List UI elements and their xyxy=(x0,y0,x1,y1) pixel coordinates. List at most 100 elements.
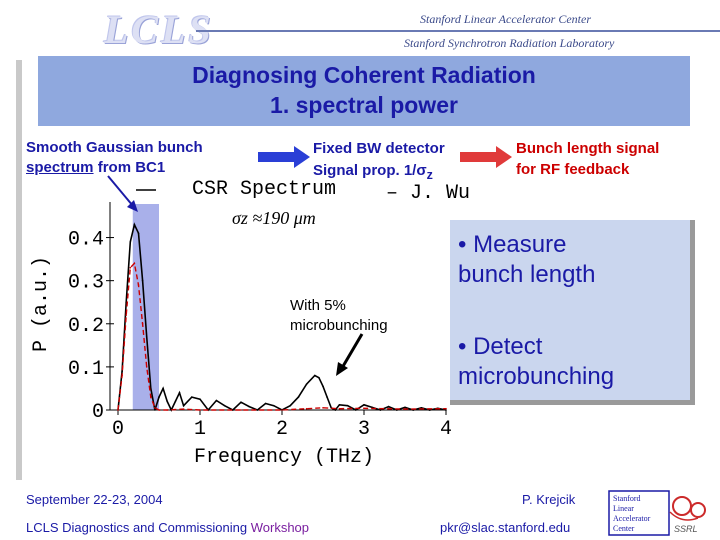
series-0-point-29 xyxy=(289,404,292,407)
x-tick-label-2: 2 xyxy=(276,418,288,441)
callout-line2: bunch length xyxy=(458,261,596,288)
series-1-point-8 xyxy=(150,396,152,398)
series-0-point-43 xyxy=(379,409,382,411)
x-axis-label: Frequency (THz) xyxy=(194,446,374,469)
red-arrow-icon xyxy=(460,146,512,168)
microbunching-note-line1: With 5% xyxy=(290,297,346,314)
slide-title: Diagnosing Coherent Radiation xyxy=(192,62,536,88)
series-1-point-15 xyxy=(281,409,283,411)
series-line-1 xyxy=(117,261,447,411)
shaded-band xyxy=(132,204,159,410)
series-0-point-33 xyxy=(318,376,320,379)
note-sigma-sub: z xyxy=(426,168,433,182)
slac-logo-line-0: Stanford xyxy=(613,494,641,503)
series-1-point-10 xyxy=(158,409,160,411)
series-0-point-30 xyxy=(297,396,300,398)
series-0-point-11 xyxy=(162,387,164,390)
series-1-point-4 xyxy=(133,262,136,265)
note-signal-prop: Signal prop. 1/ xyxy=(313,162,417,179)
y-tick-label-4: 0.4 xyxy=(68,229,104,252)
note-detector-line2: Signal prop. 1/σz xyxy=(313,160,445,186)
series-0-point-15 xyxy=(178,391,181,394)
series-1-point-20 xyxy=(404,408,406,410)
series-1-point-11 xyxy=(166,409,168,411)
series-1-point-3 xyxy=(129,266,132,269)
series-0-point-26 xyxy=(264,402,267,405)
series-line-0 xyxy=(117,222,447,412)
series-0-point-18 xyxy=(199,398,201,401)
ssrl-logo-tag: SSRL xyxy=(674,524,698,534)
series-0-point-16 xyxy=(182,404,185,407)
series-0-point-10 xyxy=(158,396,160,398)
note-gaussian-line2: spectrum from BC1 xyxy=(26,158,203,178)
note-gaussian-line1: Smooth Gaussian bunch xyxy=(26,139,203,156)
footer-conference: LCLS Diagnostics and Commissioning Works… xyxy=(26,520,309,535)
series-0-point-5 xyxy=(137,232,140,235)
note-gaussian-spectrum: Smooth Gaussian bunch spectrum from BC1 xyxy=(26,138,203,178)
footer-band xyxy=(0,486,720,540)
header-banner: LCLS Stanford Linear Accelerator Center … xyxy=(0,0,720,56)
series-0-point-27 xyxy=(273,404,275,407)
series-0-point-9 xyxy=(154,409,156,411)
note-detector-line1: Fixed BW detector xyxy=(313,140,445,157)
series-1-point-13 xyxy=(199,409,201,411)
x-tick-label-1: 1 xyxy=(194,418,206,441)
series-1-point-0 xyxy=(117,409,119,411)
series-1-point-7 xyxy=(145,366,148,368)
x-tick-label-3: 3 xyxy=(358,418,370,441)
series-0-point-3 xyxy=(129,241,132,243)
note-rf-line1: Bunch length signal xyxy=(516,140,660,157)
sigma-label: σz ≈190 μm xyxy=(232,208,316,228)
series-0-point-8 xyxy=(150,387,152,390)
series-0-point-32 xyxy=(314,374,316,377)
series-1-point-5 xyxy=(137,284,140,286)
y-tick-label-3: 0.3 xyxy=(68,272,104,295)
callout-line3: • Detect xyxy=(458,333,543,360)
callout-line4: microbunching xyxy=(458,363,615,390)
series-0-point-17 xyxy=(191,396,193,398)
y-axis-label: P (a.u.) xyxy=(30,256,53,352)
series-1-point-16 xyxy=(305,407,308,410)
series-0-point-23 xyxy=(240,401,242,404)
footer-date: September 22-23, 2004 xyxy=(26,492,163,507)
series-0-point-25 xyxy=(256,409,259,411)
series-0-point-49 xyxy=(428,409,431,411)
series-0-point-4 xyxy=(133,223,136,226)
microbunching-note-line2: microbunching xyxy=(290,317,388,334)
note-sigma: σ xyxy=(416,162,427,179)
slide-subtitle: 1. spectral power xyxy=(270,92,458,118)
y-tick-label-1: 0.1 xyxy=(68,358,104,381)
series-0-point-6 xyxy=(141,279,144,282)
slac-logo-line-3: Center xyxy=(613,524,635,533)
y-tick-label-0: 0 xyxy=(92,401,104,424)
callout-measure: • Measure bunch length xyxy=(458,230,595,290)
footer-email: pkr@slac.stanford.edu xyxy=(440,520,571,535)
x-tick-label-0: 0 xyxy=(112,418,124,441)
series-0-point-1 xyxy=(121,370,123,372)
series-0-point-35 xyxy=(326,396,328,398)
series-1-point-9 xyxy=(154,407,156,409)
note-from-bc1: from BC1 xyxy=(93,159,166,176)
series-0-point-7 xyxy=(145,335,148,338)
series-0-point-12 xyxy=(166,400,168,403)
series-1-point-2 xyxy=(125,314,127,316)
series-1-point-21 xyxy=(445,407,447,410)
header-divider xyxy=(196,30,720,32)
series-0-point-51 xyxy=(445,409,447,411)
series-0-point-46 xyxy=(404,406,406,409)
note-rf-line2: for RF feedback xyxy=(516,161,630,178)
series-1-point-19 xyxy=(363,407,365,410)
callout-detect: • Detect microbunching xyxy=(458,332,614,392)
note-rf-feedback: Bunch length signal for RF feedback xyxy=(516,138,659,180)
series-0-point-37 xyxy=(334,409,337,411)
series-1-point-12 xyxy=(182,408,185,410)
series-1-point-6 xyxy=(141,322,144,325)
org-line-slac: Stanford Linear Accelerator Center xyxy=(420,12,591,26)
series-1-point-18 xyxy=(338,407,341,410)
series-0-point-44 xyxy=(387,405,390,408)
series-0-point-34 xyxy=(322,385,324,388)
slac-logo: Stanford Linear Accelerator Center SSRL xyxy=(608,490,706,536)
lcls-logo: LCLS xyxy=(104,7,214,52)
note-spectrum-word: spectrum xyxy=(26,159,94,176)
series-0-point-14 xyxy=(174,400,177,403)
